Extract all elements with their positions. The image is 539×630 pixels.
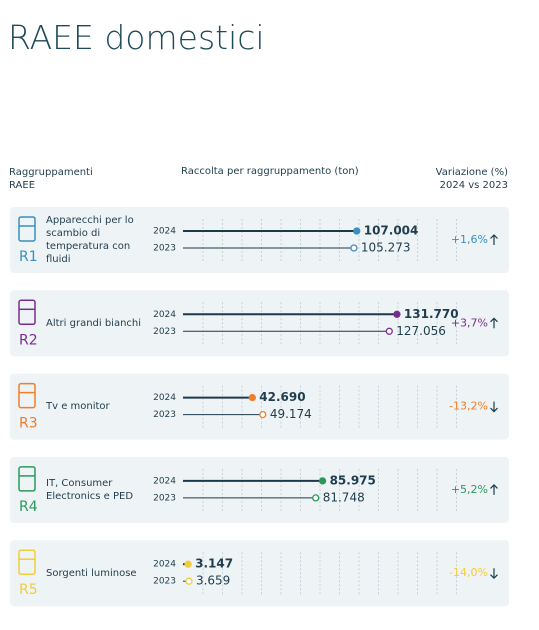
year-label: 2024 xyxy=(153,560,176,570)
change-label: +3,7% xyxy=(451,316,488,329)
year-label: 2024 xyxy=(153,476,176,486)
category-code: R5 xyxy=(19,582,38,598)
change-arrow xyxy=(490,568,498,580)
category-icon xyxy=(18,382,36,409)
value-dot xyxy=(312,494,320,502)
year-label: 2023 xyxy=(153,410,176,420)
year-label: 2024 xyxy=(153,393,176,403)
value-label: 49.174 xyxy=(270,407,312,421)
row-card xyxy=(10,373,509,440)
category-name: Apparecchi per lo scambio di temperatura… xyxy=(46,215,134,265)
value-dot xyxy=(184,560,192,568)
change-arrow xyxy=(490,317,498,329)
row-card xyxy=(10,456,509,523)
value-label: 42.690 xyxy=(259,390,305,404)
category-code: R2 xyxy=(19,332,38,348)
category-icon xyxy=(18,549,36,575)
value-dot xyxy=(185,577,193,585)
category-icon xyxy=(18,299,36,326)
category-name: Sorgenti luminose xyxy=(46,567,137,579)
category-code: R3 xyxy=(19,416,38,432)
category-name: Tv e monitor xyxy=(46,401,110,413)
change-arrow xyxy=(490,484,498,495)
group-header: Raggruppamenti RAEE xyxy=(9,167,93,191)
year-label: 2024 xyxy=(153,310,176,320)
year-label: 2023 xyxy=(153,493,176,503)
value-dot xyxy=(350,244,358,252)
category-code: R1 xyxy=(19,249,38,265)
change-header: Variazione (%) 2024 vs 2023 xyxy=(435,167,508,191)
value-label: 85.975 xyxy=(330,473,376,487)
category-icon xyxy=(18,466,36,492)
row-card xyxy=(10,540,509,607)
category-code: R4 xyxy=(19,499,38,515)
value-label: 3.147 xyxy=(195,557,233,571)
year-label: 2023 xyxy=(153,327,176,337)
row-card xyxy=(10,290,509,357)
value-label: 127.056 xyxy=(396,324,446,338)
value-dot xyxy=(353,227,361,235)
year-label: 2023 xyxy=(153,577,176,587)
value-dot xyxy=(385,327,393,335)
value-label: 81.748 xyxy=(323,490,365,504)
value-dot xyxy=(318,477,327,485)
title: RAEE domestici xyxy=(8,18,265,57)
value-dot xyxy=(393,310,401,318)
category-name: Altri grandi bianchi xyxy=(46,317,142,329)
change-label: +1,6% xyxy=(451,233,488,246)
year-label: 2023 xyxy=(153,244,176,254)
value-dot xyxy=(259,410,267,419)
year-label: 2024 xyxy=(153,227,176,237)
value-label: 131.770 xyxy=(404,307,459,321)
change-label: -14,0% xyxy=(449,566,488,579)
value-label: 107.004 xyxy=(364,224,419,238)
category-name: IT, Consumer Electronics e PED xyxy=(46,477,134,502)
value-label: 3.659 xyxy=(196,574,230,588)
change-label: -13,2% xyxy=(449,400,488,413)
category-icon xyxy=(18,216,36,242)
change-arrow xyxy=(490,401,498,413)
value-dot xyxy=(248,393,256,402)
change-arrow xyxy=(490,234,498,245)
row-card xyxy=(10,207,509,273)
change-label: +5,2% xyxy=(451,483,488,496)
value-label: 105.273 xyxy=(361,241,411,255)
x-label: Raccolta per raggruppamento (ton) xyxy=(181,166,359,177)
